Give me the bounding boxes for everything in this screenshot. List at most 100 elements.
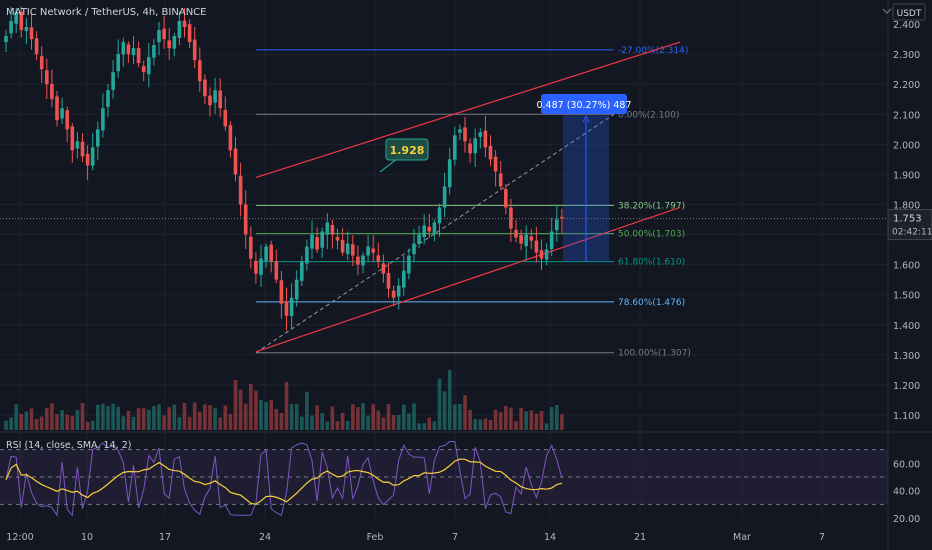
candle-body [310,234,314,249]
volume-bar [458,403,462,430]
candle-body [177,21,182,38]
candle-body [549,231,554,250]
volume-bar [417,423,421,430]
volume-bar [147,409,151,430]
rsi-tick-label: 60.00 [893,459,920,470]
x-tick-label: 24 [259,532,271,543]
candle-body [519,234,523,244]
volume-bar [361,403,365,430]
rsi-line [5,440,563,517]
volume-bar [320,413,324,430]
candle-body [289,297,294,316]
channel-upper-line [255,41,681,178]
volume-bar [463,395,467,430]
candle-body [14,12,18,24]
candle-body [361,255,365,266]
candle-body [147,57,151,75]
volume-bar [468,410,472,430]
candle-body [198,60,202,82]
candle-body [96,129,100,147]
volume-bar [60,410,64,430]
rsi-pane: 60.00 40.00 20.00 RSI (14, close, SMA, 14, … [0,440,920,525]
price-marker-value: 1.753 [893,214,922,225]
volume-bar [269,399,273,430]
volume-bar [560,414,564,430]
candle-body [493,156,498,172]
candle-body [238,175,243,205]
price-channel[interactable] [255,41,681,353]
y-tick-label: 2.400 [893,20,920,31]
rsi-tick-label: 40.00 [893,487,920,498]
candle-body [417,234,421,244]
volume-bar [498,412,503,430]
volume-bar [162,415,166,430]
candle-body [50,83,54,100]
candle-body [9,21,13,34]
candle-body [381,263,386,274]
volume-bar [284,381,289,430]
candle-body [447,159,452,188]
volume-bar [544,423,549,430]
volume-bar [310,415,314,430]
volume-bar [172,404,177,430]
volume-bar [529,410,534,430]
candle-body [70,126,75,151]
candle-body [39,56,44,70]
volume-bar [152,405,156,430]
candle-body [55,96,59,121]
candle-body [4,36,8,43]
y-tick-label: 2.000 [893,140,920,151]
candle-body [60,108,64,119]
rsi-sma-line [5,458,563,505]
measure-label: 0.487 (30.27%) 487 [536,100,631,111]
volume-bar [187,416,192,430]
candle-body [157,30,161,43]
volume-bar [294,404,299,430]
volume-bar [509,407,513,430]
volume-bar [437,378,442,430]
candle-body [504,189,508,208]
volume-bar [249,383,253,430]
volume-bar [340,412,345,430]
x-tick-label: 14 [544,532,556,543]
price-range-measure[interactable]: 0.487 (30.27%) 487 [536,94,632,262]
volume-bar [289,403,294,430]
candle-body [320,231,324,248]
volume-bar [259,400,263,430]
y-tick-label: 1.200 [893,381,920,392]
candle-body [437,207,442,224]
volume-bar [65,414,69,430]
volume-bar [432,421,437,430]
candle-body [24,27,29,31]
candle-body [19,11,24,31]
candle-body [167,40,171,49]
candle-body [284,301,289,316]
candle-body [203,79,207,97]
rsi-legend: RSI (14, close, SMA, 14, 2) [6,440,131,451]
x-tick-label: 10 [81,532,93,543]
candle-body [376,255,381,262]
y-tick-label: 2.200 [893,80,920,91]
volume-bar [483,418,488,430]
candle-body [396,285,401,297]
candle-body [356,256,360,265]
volume-bar [90,420,95,430]
candle-body [106,90,110,107]
volume-bar [447,370,452,430]
candle-body [345,243,350,255]
candle-body [407,255,411,274]
candle-body [29,27,34,40]
candle-body [544,249,549,260]
fib-level-label: 38.20%(1.797) [618,201,685,211]
candle-body [187,24,192,43]
candle-body [473,138,477,154]
volume-bar [422,423,426,430]
volume-bar [126,410,131,430]
volume-bar [213,408,217,430]
volume-bar [19,413,24,430]
x-tick-label: Mar [733,532,751,543]
volume-bar [386,403,391,430]
